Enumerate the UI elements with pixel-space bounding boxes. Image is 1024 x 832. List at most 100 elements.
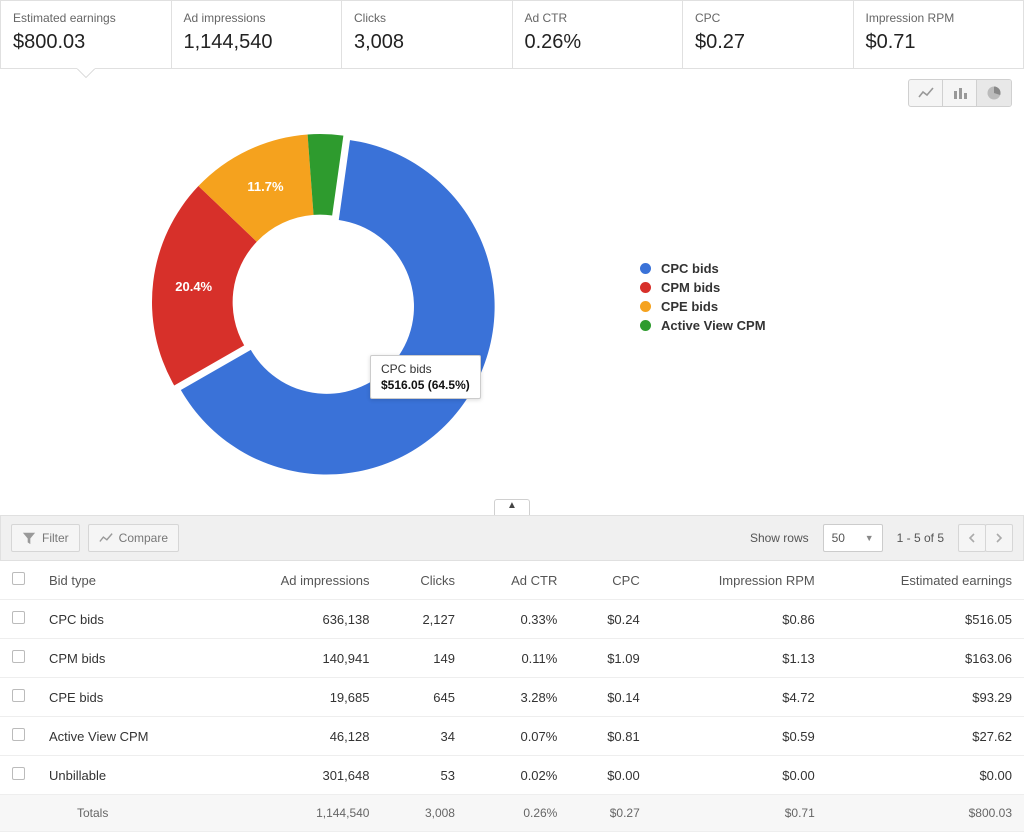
chart-tooltip: CPC bids $516.05 (64.5%) [370,355,481,399]
compare-button[interactable]: Compare [88,524,179,552]
card-value: 0.26% [525,31,671,54]
table-row[interactable]: Unbillable301,648530.02%$0.00$0.00$0.00 [0,756,1024,795]
cell: 34 [381,717,467,756]
cell: CPC bids [37,600,217,639]
cell: Active View CPM [37,717,217,756]
rows-per-page-select[interactable]: 50 ▼ [823,524,883,552]
cell: 636,138 [217,600,382,639]
metric-card-estimated-earnings[interactable]: Estimated earnings $800.03 [0,1,172,69]
col-header[interactable]: Ad impressions [217,561,382,600]
table-row[interactable]: CPC bids636,1382,1270.33%$0.24$0.86$516.… [0,600,1024,639]
cell: 2,127 [381,600,467,639]
card-label: CPC [695,11,841,25]
card-value: $0.71 [866,31,1012,54]
totals-cell: Totals [37,795,217,832]
legend-swatch [640,263,651,274]
cell: CPE bids [37,678,217,717]
legend-label: CPM bids [661,280,720,295]
legend-item[interactable]: CPE bids [640,299,766,314]
chart-legend: CPC bids CPM bids CPE bids Active View C… [640,257,766,337]
metric-card-ad-impressions[interactable]: Ad impressions 1,144,540 [172,1,343,69]
metric-card-clicks[interactable]: Clicks 3,008 [342,1,513,69]
compare-icon [99,531,113,545]
row-checkbox-cell[interactable] [0,678,37,717]
card-value: 1,144,540 [184,31,330,54]
cell: $0.86 [652,600,827,639]
col-header[interactable]: Impression RPM [652,561,827,600]
cell: 3.28% [467,678,569,717]
table-row[interactable]: Active View CPM46,128340.07%$0.81$0.59$2… [0,717,1024,756]
chart-type-line-button[interactable] [909,80,943,106]
col-header[interactable]: CPC [569,561,651,600]
col-header[interactable]: Ad CTR [467,561,569,600]
cell: $1.09 [569,639,651,678]
totals-cell: $800.03 [827,795,1024,832]
table-row[interactable]: CPM bids140,9411490.11%$1.09$1.13$163.06 [0,639,1024,678]
chart-type-pie-button[interactable] [977,80,1011,106]
next-page-button[interactable] [985,524,1013,552]
cell: 0.33% [467,600,569,639]
row-checkbox-cell[interactable] [0,600,37,639]
tooltip-value: $516.05 (64.5%) [381,378,470,392]
metric-card-cpc[interactable]: CPC $0.27 [683,1,854,69]
checkbox-icon [12,728,25,741]
legend-swatch [640,301,651,312]
select-all-header[interactable] [0,561,37,600]
metric-card-impression-rpm[interactable]: Impression RPM $0.71 [854,1,1024,69]
legend-swatch [640,320,651,331]
col-header[interactable]: Estimated earnings [827,561,1024,600]
legend-item[interactable]: CPC bids [640,261,766,276]
metric-card-ad-ctr[interactable]: Ad CTR 0.26% [513,1,684,69]
cell: CPM bids [37,639,217,678]
cell: 0.11% [467,639,569,678]
legend-label: CPC bids [661,261,719,276]
cell: $0.59 [652,717,827,756]
totals-cell: 3,008 [381,795,467,832]
cell: $0.14 [569,678,651,717]
chart-type-toolbar [0,69,1024,107]
cell: $0.00 [652,756,827,795]
checkbox-icon [12,689,25,702]
row-checkbox-cell[interactable] [0,756,37,795]
card-value: 3,008 [354,31,500,54]
legend-item[interactable]: CPM bids [640,280,766,295]
donut-chart[interactable]: 64.5%20.4%11.7% CPC bids $516.05 (64.5%) [140,117,520,477]
rows-value: 50 [832,531,845,545]
chevron-down-icon: ▼ [865,533,874,543]
pagination-range: 1 - 5 of 5 [897,531,944,545]
compare-label: Compare [119,531,168,545]
card-label: Ad impressions [184,11,330,25]
card-value: $800.03 [13,31,159,54]
donut-slice-active-view-cpm[interactable] [308,134,344,215]
card-label: Impression RPM [866,11,1012,25]
cell: 140,941 [217,639,382,678]
checkbox-icon [12,611,25,624]
cell: 53 [381,756,467,795]
table-toolbar: Filter Compare Show rows 50 ▼ 1 - 5 of 5 [0,515,1024,561]
col-header[interactable]: Bid type [37,561,217,600]
cell: 149 [381,639,467,678]
row-checkbox-cell[interactable] [0,717,37,756]
cell: $93.29 [827,678,1024,717]
cell: $516.05 [827,600,1024,639]
cell: $27.62 [827,717,1024,756]
collapse-chart-button[interactable]: ▲ [494,499,530,515]
tooltip-title: CPC bids [381,362,470,376]
chevron-left-icon [967,533,977,543]
card-label: Clicks [354,11,500,25]
legend-item[interactable]: Active View CPM [640,318,766,333]
bid-type-table: Bid typeAd impressionsClicksAd CTRCPCImp… [0,561,1024,832]
show-rows-label: Show rows [750,531,809,545]
checkbox-icon [12,650,25,663]
col-header[interactable]: Clicks [381,561,467,600]
checkbox-icon [12,572,25,585]
cell: 46,128 [217,717,382,756]
filter-button[interactable]: Filter [11,524,80,552]
chevron-right-icon [994,533,1004,543]
chart-area: 64.5%20.4%11.7% CPC bids $516.05 (64.5%)… [0,107,1024,491]
table-row[interactable]: CPE bids19,6856453.28%$0.14$4.72$93.29 [0,678,1024,717]
row-checkbox-cell[interactable] [0,639,37,678]
chart-type-bar-button[interactable] [943,80,977,106]
prev-page-button[interactable] [958,524,986,552]
legend-label: Active View CPM [661,318,766,333]
